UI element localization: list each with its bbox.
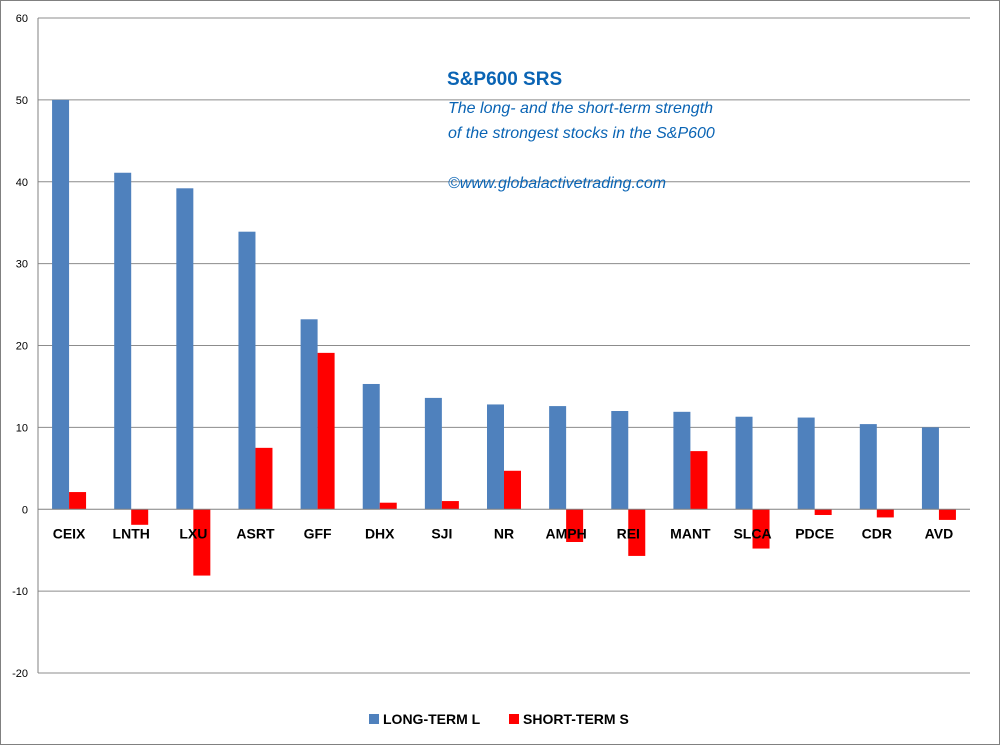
legend: LONG-TERM L SHORT-TERM S [369,711,629,727]
bar-long-term-pdce [797,417,815,510]
bar-short-term-dhx [379,502,397,510]
y-tick-label: 50 [16,95,28,107]
legend-label-short-term: SHORT-TERM S [523,711,629,727]
bar-long-term-ceix [52,99,70,510]
chart-subtitle-line-1: The long- and the short-term strength [448,100,713,117]
bar-short-term-ceix [69,492,87,510]
bar-short-term-gff [317,352,335,510]
bar-long-term-cdr [859,424,877,510]
y-tick-label: 20 [16,341,28,353]
chart-copyright: ©www.globalactivetrading.com [448,175,666,192]
bar-short-term-rei [628,509,646,556]
category-label-mant: MANT [670,525,711,541]
bar-long-term-gff [300,319,318,510]
bar-short-term-amph [566,509,584,542]
bar-short-term-slca [752,509,770,549]
y-axis-tick-labels: 60 50 40 30 20 10 0 -10 -20 [12,13,28,680]
category-label-ceix: CEIX [53,525,86,541]
y-tick-label: -10 [12,586,28,598]
bar-long-term-lxu [176,188,194,510]
chart-title: S&P600 SRS [447,69,562,90]
bars [52,99,956,576]
category-label-amph: AMPH [546,525,587,541]
bar-short-term-nr [504,470,521,510]
bar-short-term-lxu [193,509,211,576]
bar-short-term-asrt [255,447,273,510]
category-label-nr: NR [494,525,514,541]
y-tick-label: -20 [12,668,28,680]
category-label-sji: SJI [431,525,452,541]
bar-long-term-avd [921,427,939,510]
category-label-asrt: ASRT [236,525,275,541]
category-label-lxu: LXU [179,525,207,541]
bar-short-term-avd [938,509,956,520]
y-tick-label: 40 [16,177,28,189]
bar-long-term-asrt [238,231,256,510]
bar-long-term-nr [487,404,504,510]
bar-long-term-slca [735,416,753,510]
bar-short-term-lnth [131,509,149,525]
bar-long-term-rei [611,411,629,510]
legend-label-long-term: LONG-TERM L [383,711,481,727]
bar-long-term-mant [673,411,691,510]
chart-subtitle-line-2: of the strongest stocks in the S&P600 [448,125,715,142]
category-label-pdce: PDCE [795,525,834,541]
bar-short-term-pdce [814,509,832,515]
category-label-lnth: LNTH [113,525,150,541]
x-axis-category-labels: CEIX LNTH LXU ASRT GFF DHX SJI NR AMPH REI MANT SLC… [53,525,953,541]
category-label-gff: GFF [304,525,332,541]
category-label-slca: SLCA [733,525,771,541]
category-label-cdr: CDR [862,525,892,541]
legend-swatch-long-term [369,714,379,724]
y-tick-label: 10 [16,422,28,434]
category-label-avd: AVD [925,525,954,541]
bar-long-term-amph [549,406,567,510]
bar-long-term-lnth [114,172,132,510]
legend-swatch-short-term [509,714,519,724]
bar-long-term-sji [424,397,442,510]
category-label-rei: REI [617,525,640,541]
bar-short-term-cdr [876,509,894,518]
bar-short-term-mant [690,451,708,510]
y-tick-label: 0 [22,504,28,516]
y-tick-label: 60 [16,13,28,25]
bar-long-term-dhx [362,383,380,510]
bar-short-term-sji [441,501,459,510]
category-label-dhx: DHX [365,525,395,541]
y-tick-label: 30 [16,259,28,271]
